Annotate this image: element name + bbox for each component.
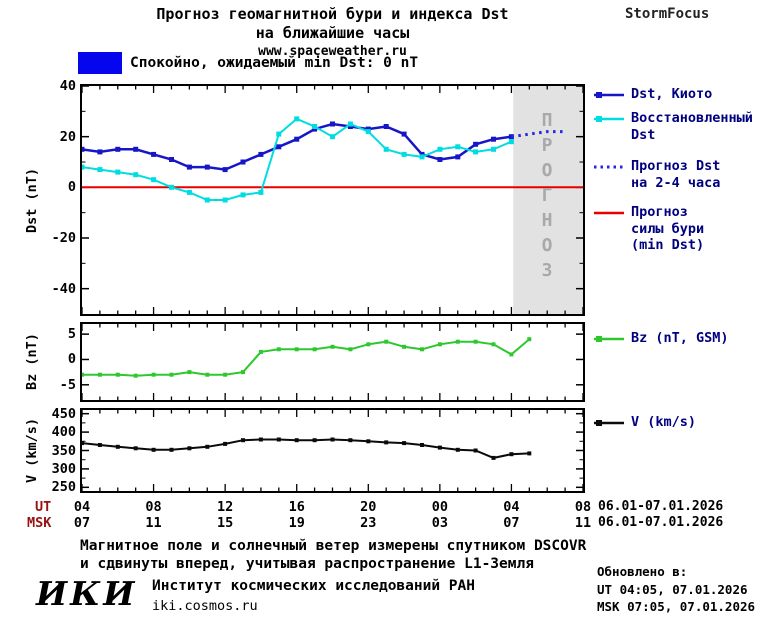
- site-link[interactable]: www.spaceweather.ru: [258, 44, 407, 59]
- dst-chart: [82, 86, 583, 314]
- title-line1: Прогноз геомагнитной бури и индекса Dst: [156, 5, 509, 23]
- y-tick-label: -5: [59, 376, 76, 393]
- x-tick-label: 15: [217, 515, 234, 531]
- legend-label: силы бури: [631, 220, 705, 237]
- y-tick-label: 350: [51, 442, 76, 459]
- status-level-swatch: [78, 52, 122, 74]
- v-chart-panel: 450 400 350 300 250: [52, 406, 585, 495]
- x-tick-label: 11: [145, 515, 162, 531]
- updated-msk-time: MSK 07:05, 07.01.2026: [597, 599, 756, 614]
- x-tick-label: 07: [73, 515, 91, 531]
- legend-item-forecast-dst: Прогноз Dst на 2-4 часа: [594, 158, 720, 191]
- status-banner: Спокойно, ожидаемый min Dst: 0 nT: [78, 52, 418, 74]
- data-source-note-line2: и сдвинуты вперед, учитывая распростране…: [80, 556, 534, 572]
- x-axis-msk-row: 07 11 15 19 23 03 07 11: [0, 515, 760, 531]
- updated-ut-time: UT 04:05, 07.01.2026: [597, 582, 748, 597]
- x-tick-label: 03: [431, 515, 448, 531]
- iki-logo: ИКИ: [36, 574, 138, 613]
- legend-item-dst-kyoto: Dst, Киото: [594, 86, 712, 103]
- institute-site-link[interactable]: iki.cosmos.ru: [152, 598, 258, 614]
- ut-date-range: 06.01-07.01.2026: [598, 499, 724, 514]
- x-tick-label: 16: [288, 499, 305, 515]
- legend-label: Dst: [631, 126, 656, 143]
- x-tick-label: 11: [574, 515, 592, 531]
- v-legend-icon: [594, 420, 624, 426]
- x-tick-label: 20: [360, 499, 377, 515]
- status-text: Спокойно, ожидаемый min Dst: 0 nT: [130, 55, 419, 71]
- y-tick-label: 20: [59, 128, 76, 145]
- y-tick-label: 40: [59, 78, 76, 94]
- dst-chart-panel: П Р О Г Н О З 40 20 0 -20 -40: [52, 78, 585, 316]
- legend-label: Dst, Киото: [631, 86, 713, 102]
- y-tick-label: -40: [51, 280, 76, 297]
- x-tick-label: 04: [73, 499, 91, 515]
- x-tick-label: 07: [503, 515, 520, 531]
- y-tick-label: 5: [67, 326, 76, 343]
- x-tick-label: 08: [145, 499, 162, 515]
- y-tick-label: 400: [51, 424, 76, 441]
- title-line2: на ближайшие часы: [255, 24, 410, 42]
- legend-item-v: V (km/s): [594, 414, 696, 431]
- ut-row-label: UT: [35, 499, 52, 515]
- x-axis-ut-row: 04 08 12 16 20 00 04 08: [0, 499, 760, 515]
- legend-item-restored-dst: Восстановленный Dst: [594, 110, 753, 143]
- legend-item-bz: Bz (nT, GSM): [594, 330, 729, 347]
- y-tick-label: 250: [51, 479, 76, 496]
- storm-strength-legend-icon: [594, 211, 624, 215]
- data-source-note-line1: Магнитное поле и солнечный ветер измерен…: [80, 538, 587, 554]
- forecast-dst-legend-icon: [594, 165, 624, 169]
- legend-label: Прогноз Dst: [631, 158, 721, 174]
- msk-row-label: MSK: [27, 515, 52, 531]
- x-tick-label: 12: [217, 499, 234, 515]
- legend-label: V (km/s): [631, 414, 697, 430]
- updated-label: Обновлено в:: [597, 564, 688, 579]
- msk-date-range: 06.01-07.01.2026: [598, 515, 724, 530]
- y-tick-label: 0: [67, 179, 76, 196]
- y-tick-label: -20: [51, 230, 76, 246]
- x-tick-label: 04: [503, 499, 520, 515]
- dst-kyoto-legend-icon: [594, 92, 624, 98]
- institute-name: Институт космических исследований РАН: [152, 578, 476, 594]
- x-tick-label: 08: [574, 499, 592, 515]
- y-tick-label: 450: [51, 405, 76, 422]
- legend-label: Восстановленный: [631, 110, 753, 126]
- x-tick-label: 23: [360, 515, 377, 531]
- legend-label: Bz (nT, GSM): [631, 330, 729, 346]
- v-chart: [82, 410, 583, 491]
- legend-label: на 2-4 часа: [631, 174, 721, 191]
- y-tick-label: 0: [67, 351, 76, 368]
- brand-label: StormFocus: [625, 6, 710, 22]
- y-tick-label: 300: [51, 460, 76, 477]
- bz-legend-icon: [594, 336, 624, 342]
- restored-dst-legend-icon: [594, 116, 624, 122]
- x-tick-label: 19: [288, 515, 305, 531]
- bz-chart-panel: 5 0 -5: [60, 322, 585, 402]
- bz-chart: [82, 324, 583, 400]
- legend-label: Прогноз: [631, 204, 688, 220]
- legend-label: (min Dst): [631, 237, 705, 253]
- forecast-watermark: П Р О Г Н О З: [541, 110, 553, 281]
- x-tick-label: 00: [431, 499, 448, 515]
- legend-item-storm-strength: Прогноз силы бури (min Dst): [594, 204, 704, 254]
- page-title: Прогноз геомагнитной бури и индекса Dst …: [80, 5, 585, 60]
